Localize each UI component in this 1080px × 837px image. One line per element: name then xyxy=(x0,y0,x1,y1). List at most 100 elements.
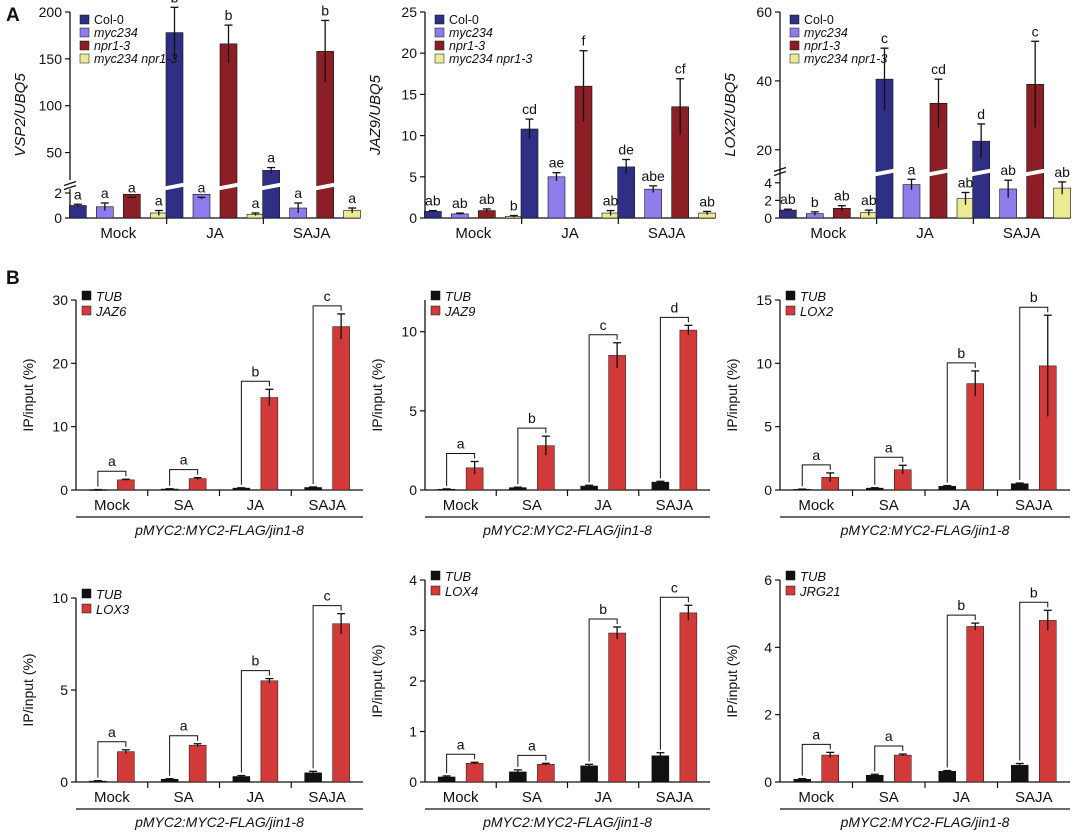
b3-x-tick-label: SA xyxy=(879,497,899,514)
b3-significance-bracket xyxy=(874,456,904,485)
b2-significance-letter: a xyxy=(457,436,465,452)
a1-x-tick-label: JA xyxy=(206,225,224,242)
b1-bar xyxy=(188,478,207,491)
b6-x-tick-label: JA xyxy=(952,789,970,806)
b4-significance-letter: a xyxy=(180,718,188,734)
a3-significance-letter: ab xyxy=(1054,164,1070,180)
a3-significance-letter: ab xyxy=(834,188,850,204)
b2-legend-swatch xyxy=(430,290,441,301)
a2-legend-swatch xyxy=(434,53,445,64)
a3-legend-label: Col-0 xyxy=(804,13,834,27)
a3-y-tick-label: 20 xyxy=(756,142,772,158)
a3-significance-letter: c xyxy=(881,30,888,46)
b1-significance-letter: b xyxy=(251,363,259,379)
b3-y-tick-label: 5 xyxy=(764,419,772,435)
b4-significance-bracket xyxy=(169,735,199,776)
b4-y-tick-label: 0 xyxy=(60,774,68,790)
a2-significance-letter: cd xyxy=(522,101,537,117)
b1-x-tick-label: SAJA xyxy=(308,497,346,514)
b3-significance-letter: b xyxy=(957,345,965,361)
b1-significance-letter: c xyxy=(324,288,331,304)
b5-y-tick-label: 3 xyxy=(409,623,417,639)
a2-x-tick-label: Mock xyxy=(455,225,491,242)
panel-a-label: A xyxy=(6,5,20,26)
b3-x-axis-label: pMYC2:MYC2-FLAG/jin1-8 xyxy=(840,522,1010,538)
b4-y-tick-label: 10 xyxy=(52,590,68,606)
a2-significance-letter: ab xyxy=(699,193,715,209)
b3-significance-letter: a xyxy=(885,439,893,455)
a1-bar-break xyxy=(164,182,185,191)
a2-legend-label: myc234 xyxy=(449,26,493,40)
b6-bar xyxy=(1039,620,1057,783)
b4-x-tick-label: JA xyxy=(247,789,265,806)
b4-significance-letter: c xyxy=(324,588,331,604)
b4-significance-bracket xyxy=(240,670,270,773)
a1-significance-letter: a xyxy=(294,185,302,201)
panel-a-chart-1: 0 2 50 100 150 200 Mock a a a a JA b a b a SAJA a a b a Col-0… xyxy=(12,0,361,242)
b1-x-tick-label: Mock xyxy=(94,497,130,514)
b2-x-tick-label: Mock xyxy=(443,497,479,514)
a3-x-tick-label: JA xyxy=(916,225,934,242)
b5-legend-label: TUB xyxy=(445,569,471,584)
b2-significance-bracket xyxy=(588,334,618,483)
a3-significance-letter: c xyxy=(1032,23,1039,39)
b5-y-axis-label: IP/input (%) xyxy=(369,644,385,717)
a1-significance-letter: a xyxy=(252,195,260,211)
b6-significance-letter: b xyxy=(957,597,965,613)
a1-y-tick-label: 2 xyxy=(54,185,62,201)
b5-bar xyxy=(651,755,670,783)
b4-bar xyxy=(188,744,207,783)
b5-bar xyxy=(679,612,698,783)
b2-bar xyxy=(651,481,670,491)
b6-significance-bracket xyxy=(801,743,831,776)
a1-y-axis-label: VSP2/UBQ5 xyxy=(12,73,29,157)
b2-y-axis-label: IP/input (%) xyxy=(369,358,385,431)
b4-y-tick-label: 5 xyxy=(60,682,68,698)
b3-bar xyxy=(1011,483,1029,491)
b1-y-tick-label: 10 xyxy=(52,419,68,435)
b6-significance-bracket xyxy=(874,745,904,772)
b1-legend-label: TUB xyxy=(96,289,122,304)
b6-significance-letter: a xyxy=(885,728,893,744)
a2-significance-letter: ab xyxy=(603,193,619,209)
b2-significance-bracket xyxy=(446,453,476,486)
a1-y-tick-label: 50 xyxy=(46,145,62,161)
b3-legend-swatch xyxy=(785,290,796,301)
a2-legend-label: myc234 npr1-3 xyxy=(449,52,532,66)
b2-x-tick-label: SA xyxy=(522,497,542,514)
a1-y-tick-label: 150 xyxy=(39,51,63,67)
b4-significance-bracket xyxy=(312,605,342,769)
a2-bar xyxy=(617,166,635,219)
a1-y-tick-label: 200 xyxy=(39,4,63,20)
b1-significance-bracket xyxy=(240,380,270,485)
a2-significance-letter: de xyxy=(618,141,634,157)
b6-significance-letter: b xyxy=(1030,584,1038,600)
b6-x-axis-label: pMYC2:MYC2-FLAG/jin1-8 xyxy=(840,814,1010,830)
b5-bar xyxy=(537,764,555,783)
a2-bar xyxy=(644,188,662,219)
b1-significance-letter: a xyxy=(108,453,116,469)
b5-legend-swatch xyxy=(430,570,441,581)
b2-legend-swatch xyxy=(430,305,441,316)
a3-significance-letter: ab xyxy=(1000,162,1016,178)
b6-legend-swatch xyxy=(785,585,796,596)
b5-significance-letter: b xyxy=(599,601,607,617)
b5-significance-bracket xyxy=(517,754,547,767)
b1-significance-letter: a xyxy=(180,452,188,468)
b2-x-axis-label: pMYC2:MYC2-FLAG/jin1-8 xyxy=(482,522,652,538)
a3-bar-break xyxy=(1024,168,1046,177)
a2-significance-letter: cf xyxy=(675,61,686,77)
b4-x-axis-label: pMYC2:MYC2-FLAG/jin1-8 xyxy=(134,814,304,830)
a2-significance-letter: ae xyxy=(549,155,565,171)
b2-y-tick-label: 0 xyxy=(409,482,417,498)
b6-legend-label: JRG21 xyxy=(799,584,840,599)
b3-y-tick-label: 15 xyxy=(756,292,772,308)
b3-significance-letter: b xyxy=(1030,289,1038,305)
